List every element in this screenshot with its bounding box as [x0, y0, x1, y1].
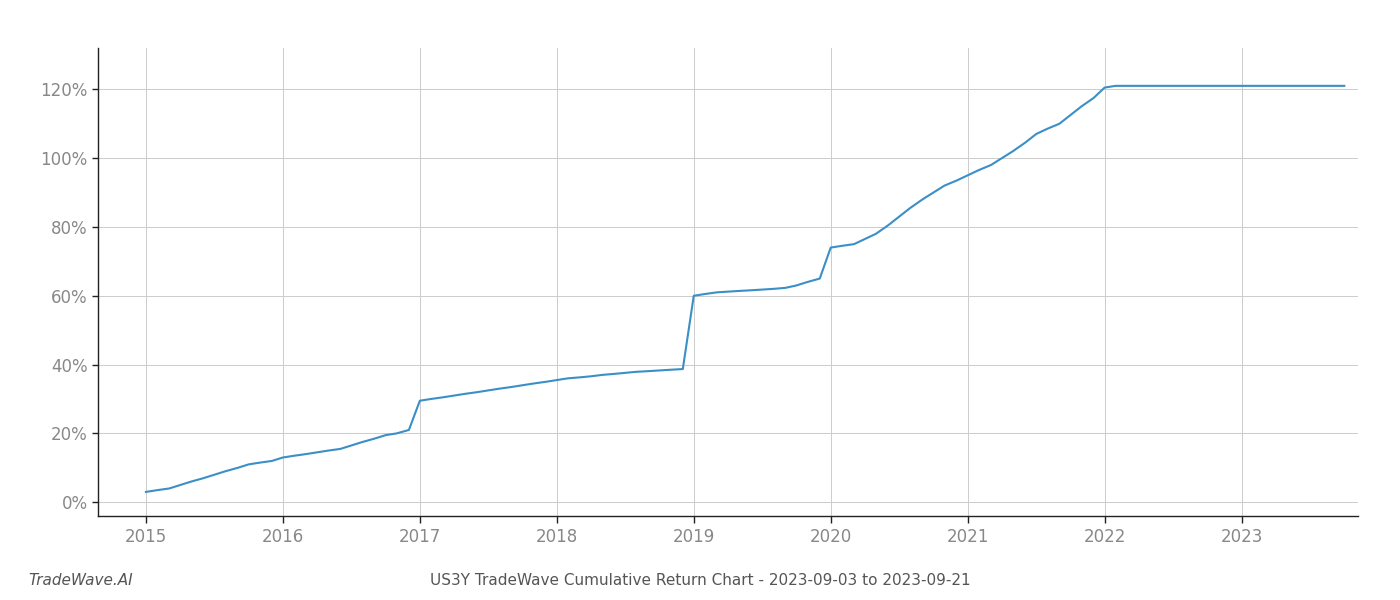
- Text: TradeWave.AI: TradeWave.AI: [28, 573, 133, 588]
- Text: US3Y TradeWave Cumulative Return Chart - 2023-09-03 to 2023-09-21: US3Y TradeWave Cumulative Return Chart -…: [430, 573, 970, 588]
